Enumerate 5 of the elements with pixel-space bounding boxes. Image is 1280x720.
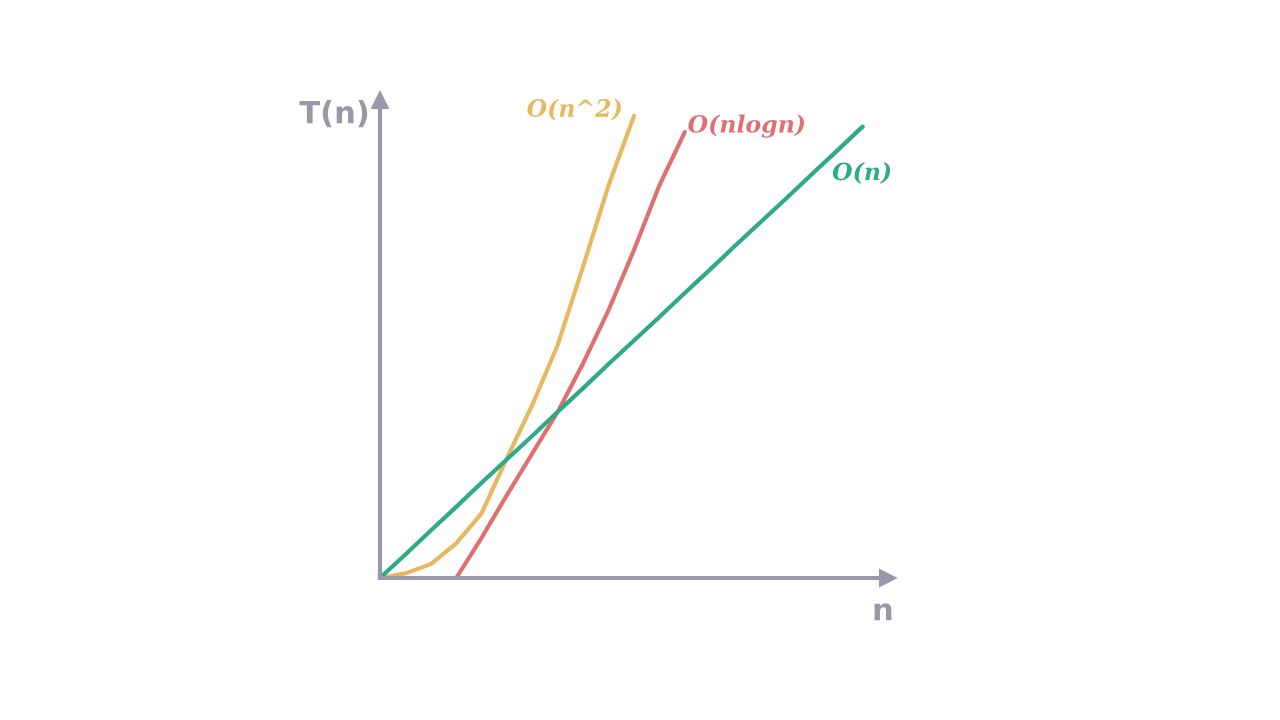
series-label: O(n^2) xyxy=(527,98,621,121)
y-axis-title: T(n) xyxy=(299,100,368,128)
series-label: O(nlogn) xyxy=(688,114,805,138)
series-label: O(n) xyxy=(832,162,891,184)
x-axis-title: n xyxy=(874,603,892,621)
